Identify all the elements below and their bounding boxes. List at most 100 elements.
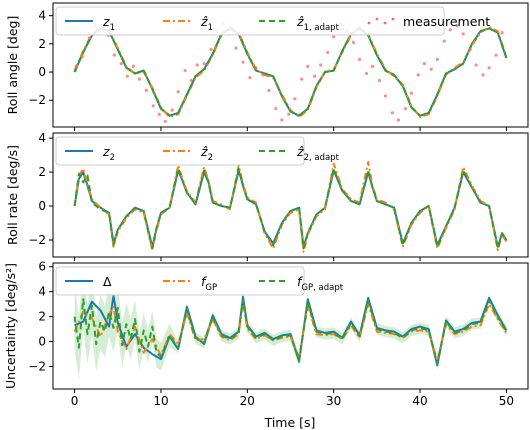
xtick-label: 50: [499, 394, 514, 408]
measurement-point: [487, 66, 491, 70]
measurement-point: [377, 78, 382, 83]
ytick-label: −2: [28, 360, 46, 374]
ytick-label: 0: [38, 335, 46, 349]
measurement-point: [455, 23, 459, 28]
measurement-point: [500, 30, 504, 35]
ytick-label: 4: [38, 9, 46, 23]
xlabel-time: Time [s]: [264, 415, 316, 430]
panel-roll-angle: −2 0 2 4 Roll angle [deg] z1 ẑ1 ẑ1, adapt me…: [5, 2, 529, 131]
ticks-roll-rate: −2 0 2 4: [28, 131, 507, 261]
measurement-point: [261, 73, 265, 77]
ytick-label: 0: [38, 199, 46, 213]
ytick-label: 2: [38, 310, 46, 324]
measurement-point: [241, 60, 245, 64]
measurement-point: [248, 76, 252, 80]
ylabel-uncertainty: Uncertainty [deg/s²]: [3, 263, 18, 389]
measurement-point: [306, 64, 310, 69]
xtick-label: 20: [240, 394, 255, 408]
measurement-point: [319, 63, 323, 67]
measurement-point: [422, 61, 426, 66]
measurement-point: [157, 112, 161, 116]
measurement-point: [254, 66, 258, 70]
measurement-point: [364, 71, 369, 76]
ytick-label: 4: [38, 131, 46, 145]
measurement-point: [332, 35, 336, 39]
legend-label-measurement: measurement: [403, 14, 490, 29]
measurement-point: [403, 107, 407, 111]
measurement-point: [383, 94, 388, 98]
measurement-point: [396, 118, 401, 122]
legend-swatch-points: [383, 21, 387, 25]
series-line-2: [73, 160, 508, 253]
panel-uncertainty: −2 0 2 4 6 0 10 20 30 40 50 Uncertainty [deg/s²] T…: [3, 260, 529, 430]
measurement-point: [144, 88, 148, 92]
legend-label-2-adapt: ẑ2, adapt: [296, 144, 340, 163]
measurement-point: [481, 73, 485, 77]
legend-label-f-gp-adapt: fGP, adapt: [297, 274, 344, 293]
measurement-point: [125, 74, 129, 78]
measurement-point: [131, 64, 135, 69]
legend-label-2: ẑ2: [200, 144, 213, 163]
measurement-point: [300, 77, 304, 81]
series-line-2-adapt: [73, 167, 508, 250]
frame-roll-angle: [52, 2, 529, 128]
measurement-point: [280, 118, 284, 122]
measurement-point: [183, 69, 187, 73]
marks-uncertainty: [73, 268, 508, 380]
measurement-point: [357, 57, 362, 61]
measurement-point: [409, 91, 414, 95]
measurement-point: [435, 57, 439, 61]
measurement-point: [74, 64, 78, 69]
legend-swatch-points: [391, 17, 395, 21]
measurement-point: [313, 74, 317, 78]
ytick-label: 0: [38, 65, 46, 79]
legend-swatch-points: [367, 21, 371, 25]
ytick-label: 2: [38, 37, 46, 51]
measurement-point: [416, 73, 420, 77]
ticks-uncertainty: −2 0 2 4 6 0 10 20 30 40 50: [28, 260, 514, 408]
legend-label-1: ẑ1: [200, 14, 213, 33]
xtick-label: 0: [71, 394, 79, 408]
ytick-label: 4: [38, 285, 46, 299]
ylabel-roll-rate: Roll rate [deg/s]: [5, 145, 20, 245]
xtick-label: 40: [412, 394, 427, 408]
measurement-point: [234, 46, 238, 50]
measurement-point: [274, 107, 278, 111]
ticks-roll-angle: −2 0 2 4: [28, 9, 507, 131]
ytick-label: −2: [28, 93, 46, 107]
panel-roll-rate: −2 0 2 4 Roll rate [deg/s] z2 ẑ2 ẑ2, adapt: [5, 131, 529, 261]
legend-label-z-2: z2: [102, 144, 115, 163]
legend-roll-angle: z1 ẑ1 ẑ1, adapt measurement: [55, 6, 490, 36]
measurement-point: [461, 32, 465, 36]
ylabel-roll-angle: Roll angle [deg]: [5, 16, 20, 115]
measurement-point: [351, 40, 356, 45]
measurement-point: [119, 61, 123, 66]
legend-box: [55, 6, 445, 36]
measurement-point: [209, 47, 213, 52]
measurement-point: [448, 28, 452, 32]
measurement-point: [176, 90, 180, 94]
measurement-point: [189, 78, 193, 83]
measurement-point: [170, 108, 174, 112]
gp-adapt-confidence-band: [74, 268, 507, 380]
measurement-point: [112, 53, 116, 57]
frame-roll-rate: [52, 132, 529, 258]
marks-roll-rate: [73, 160, 508, 253]
measurement-point: [87, 36, 91, 40]
ytick-label: 2: [38, 165, 46, 179]
measurement-point: [287, 112, 291, 116]
series-line-f-gp: [73, 300, 508, 362]
ytick-label: −2: [28, 233, 46, 247]
measurement-point: [442, 39, 446, 43]
measurement-point: [151, 104, 155, 108]
legend-label-: Δ: [103, 274, 112, 289]
measurement-point: [137, 77, 141, 81]
measurement-point: [370, 64, 375, 69]
legend-label-f-gp: fGP: [201, 274, 217, 293]
measurement-point: [267, 88, 271, 92]
measurement-point: [195, 63, 199, 67]
legend-label-1-adapt: ẑ1, adapt: [296, 14, 340, 33]
ytick-label: 6: [38, 260, 46, 274]
